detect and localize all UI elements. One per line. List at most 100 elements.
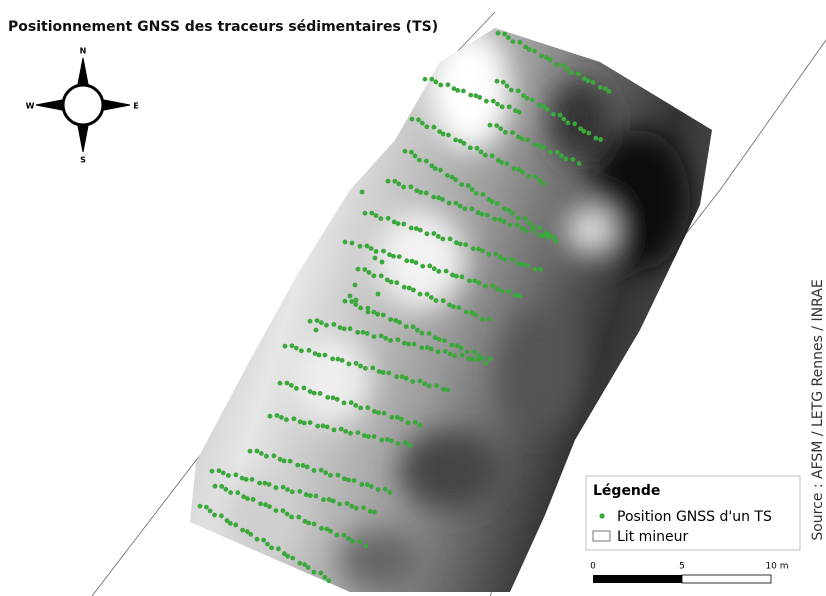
tracer-point [450,343,455,348]
tracer-point [452,353,457,358]
tracer-point [339,427,344,432]
tracer-point [463,242,468,247]
tracer-point [533,267,538,272]
tracer-point [424,159,429,164]
tracer-point [363,211,368,216]
tracer-point [411,324,416,329]
tracer-point [397,320,402,325]
tracer-point [496,31,501,36]
tracer-point [406,420,411,425]
tracer-point [559,153,564,158]
tracer-point [551,112,556,117]
tracer-point [289,383,294,388]
tracer-point [346,478,351,483]
tracer-point [264,454,269,459]
tracer-point [490,199,495,204]
tracer-point [219,513,224,518]
tracer-point [315,318,320,323]
tracer-point [462,206,467,211]
tracer-point [416,117,421,122]
tracer-point [370,366,375,371]
tracer-point [541,145,546,150]
tracer-point [464,310,469,315]
tracer-point [401,222,406,227]
tracer-point [281,485,286,490]
tracer-point [412,342,417,347]
tracer-point [356,267,361,272]
tracer-point [520,262,525,267]
tracer-point [297,489,302,494]
scale-bar-black [593,575,682,583]
tracer-point [408,443,413,448]
tracer-point [278,381,283,386]
tracer-point [525,96,530,101]
tracer-point [484,99,489,104]
tracer-point [468,145,473,150]
tracer-point [240,528,245,533]
tracer-point [407,286,412,291]
tracer-point [429,77,434,82]
tracer-point [480,212,485,217]
tracer-point [414,260,419,265]
tracer-point [440,197,445,202]
tracer-point [345,501,350,506]
tracer-point [348,326,353,331]
tracer-point [512,166,517,171]
tracer-point [558,113,563,118]
tracer-point [503,257,508,262]
tracer-point [500,104,505,109]
tracer-point [545,107,550,112]
tracer-point [269,545,274,550]
tracer-point [445,173,450,178]
tracer-point [396,441,401,446]
tracer-point [492,217,497,222]
tracer-point [525,263,530,268]
scale-label: 0 [590,562,596,572]
tracer-point [490,153,495,158]
tracer-point [479,150,484,155]
tracer-point [385,437,390,442]
tracer-point [425,345,430,350]
tracer-point [322,575,327,580]
tracer-point [516,216,521,221]
tracer-point [409,184,414,189]
tracer-point [448,352,453,357]
tracer-point [357,539,362,544]
tracer-point [365,331,370,336]
tracer-point [281,508,286,513]
tracer-point [386,216,391,221]
tracer-point [506,35,511,40]
tracer-point [335,533,340,538]
tracer-point [298,419,303,424]
tracer-point [296,515,301,520]
tracer-point [349,299,354,304]
tracer-point [501,219,506,224]
tracer-point [432,125,437,130]
tracer-point [396,221,401,226]
tracer-point [312,570,317,575]
tracer-point [459,346,464,351]
tracer-point [255,537,260,542]
tracer-point [391,254,396,259]
tracer-point [308,420,313,425]
tracer-point [444,269,449,274]
tracer-point [321,497,326,502]
tracer-point [531,228,536,233]
tracer-point [460,353,465,358]
compass-n: N [80,47,87,56]
tracer-point [283,344,288,349]
scale-bar-white [682,575,771,583]
tracer-point [364,544,369,549]
legend-dot [599,513,604,518]
tracer-point [308,389,313,394]
tracer-point [361,330,366,335]
tracer-point [480,317,485,322]
tracer-point [460,274,465,279]
tracer-point [454,274,459,279]
tracer-point [538,267,543,272]
tracer-point [343,429,348,434]
tracer-point [336,473,341,478]
tracer-point [331,395,336,400]
tracer-point [424,124,429,129]
tracer-point [548,150,553,155]
